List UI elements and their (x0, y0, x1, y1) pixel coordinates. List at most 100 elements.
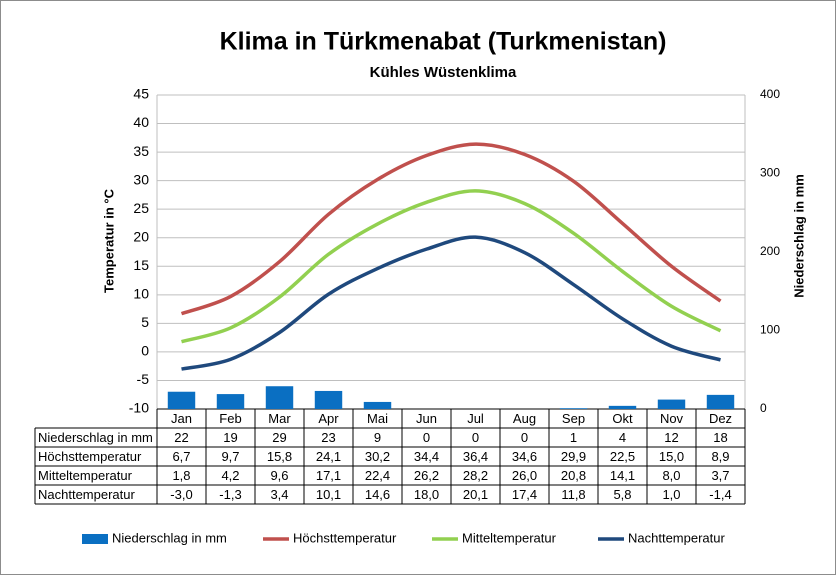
x-tick-label: Nov (660, 411, 684, 426)
table-cell: 28,2 (463, 468, 488, 483)
table-cell: 18,0 (414, 487, 439, 502)
table-cell: 29 (272, 430, 286, 445)
table-cell: 17,1 (316, 468, 341, 483)
table-cell: 0 (472, 430, 479, 445)
table-cell: 12 (664, 430, 678, 445)
y-tick-label: 25 (133, 200, 149, 216)
y-tick-label: 10 (133, 286, 149, 302)
bar (608, 405, 637, 409)
bar (657, 399, 686, 409)
y-tick-label: 40 (133, 114, 149, 130)
x-tick-label: Feb (219, 411, 241, 426)
table-cell: 1 (570, 430, 577, 445)
table-cell: -1,4 (709, 487, 731, 502)
table-cell: 15,8 (267, 449, 292, 464)
line (181, 235, 721, 371)
y-tick-label: 5 (141, 314, 149, 330)
table-cell: 6,7 (172, 449, 190, 464)
y2-tick-label: 400 (760, 87, 780, 101)
table-row-header: Höchsttemperatur (38, 449, 142, 464)
table-cell: 3,4 (270, 487, 288, 502)
x-tick-label: Jun (416, 411, 437, 426)
table-cell: 36,4 (463, 449, 488, 464)
table-cell: 8,9 (711, 449, 729, 464)
table-cell: 11,8 (561, 487, 585, 502)
bar (216, 394, 245, 409)
table-cell: 34,4 (414, 449, 439, 464)
y2-tick-label: 200 (760, 244, 780, 258)
legend-label: Mitteltemperatur (462, 530, 557, 545)
table-cell: 3,7 (711, 468, 729, 483)
table-cell: 34,6 (512, 449, 537, 464)
table-cell: 1,8 (172, 468, 190, 483)
table-cell: 9,7 (221, 449, 239, 464)
y-tick-label: 30 (133, 171, 149, 187)
chart-subtitle: Kühles Wüstenklima (370, 64, 517, 81)
bar (167, 391, 196, 409)
line (180, 142, 722, 316)
legend-label: Höchsttemperatur (293, 530, 397, 545)
table-cell: 9 (374, 430, 381, 445)
x-tick-label: Jul (467, 411, 484, 426)
legend-marker (82, 534, 108, 544)
legend-label: Nachttemperatur (628, 530, 725, 545)
x-tick-label: Mai (367, 411, 388, 426)
table-cell: 22 (174, 430, 188, 445)
legend-label: Niederschlag in mm (112, 530, 227, 545)
bar (706, 394, 735, 409)
y-tick-label: 0 (141, 343, 149, 359)
x-tick-label: Jan (171, 411, 192, 426)
table-cell: 17,4 (512, 487, 537, 502)
bar (559, 408, 588, 409)
x-tick-label: Mar (268, 411, 291, 426)
line (181, 189, 722, 344)
table-cell: 0 (521, 430, 528, 445)
y2-tick-label: 0 (760, 401, 767, 415)
x-tick-label: Dez (709, 411, 732, 426)
table-cell: -3,0 (170, 487, 192, 502)
table-cell: 8,0 (662, 468, 680, 483)
x-tick-label: Okt (612, 411, 633, 426)
table-row-header: Niederschlag in mm (38, 430, 153, 445)
table-cell: 1,0 (662, 487, 680, 502)
table-cell: 0 (423, 430, 430, 445)
table-cell: 30,2 (365, 449, 390, 464)
table-cell: -1,3 (219, 487, 241, 502)
y-tick-label: 15 (133, 257, 149, 273)
table-cell: 29,9 (561, 449, 586, 464)
y-tick-label: 20 (133, 228, 149, 244)
table-cell: 26,2 (414, 468, 439, 483)
bar (363, 401, 392, 409)
x-tick-label: Sep (562, 411, 585, 426)
table-cell: 19 (223, 430, 237, 445)
table-cell: 10,1 (316, 487, 341, 502)
y-tick-label: 45 (133, 86, 149, 102)
table-cell: 18 (713, 430, 727, 445)
table-cell: 22,5 (610, 449, 635, 464)
table-cell: 20,8 (561, 468, 586, 483)
table-cell: 4,2 (221, 468, 239, 483)
table-cell: 14,1 (610, 468, 635, 483)
table-row-header: Mitteltemperatur (38, 468, 133, 483)
table-cell: 24,1 (316, 449, 341, 464)
table-cell: 9,6 (270, 468, 288, 483)
table-cell: 20,1 (463, 487, 488, 502)
y-tick-label: -10 (129, 400, 149, 416)
table-cell: 26,0 (512, 468, 537, 483)
table-cell: 5,8 (613, 487, 631, 502)
chart-title: Klima in Türkmenabat (Turkmenistan) (220, 28, 667, 56)
bar (265, 386, 294, 409)
y2-tick-label: 100 (760, 323, 780, 337)
y2-tick-label: 300 (760, 166, 780, 180)
x-tick-label: Apr (318, 411, 339, 426)
table-cell: 14,6 (365, 487, 390, 502)
y-tick-label: 35 (133, 143, 149, 159)
table-row-header: Nachttemperatur (38, 487, 135, 502)
table-cell: 4 (619, 430, 626, 445)
y2-axis-title: Niederschlag in mm (791, 174, 806, 298)
x-tick-label: Aug (513, 411, 536, 426)
table-cell: 15,0 (659, 449, 684, 464)
y-axis-title: Temperatur in °C (101, 188, 116, 293)
